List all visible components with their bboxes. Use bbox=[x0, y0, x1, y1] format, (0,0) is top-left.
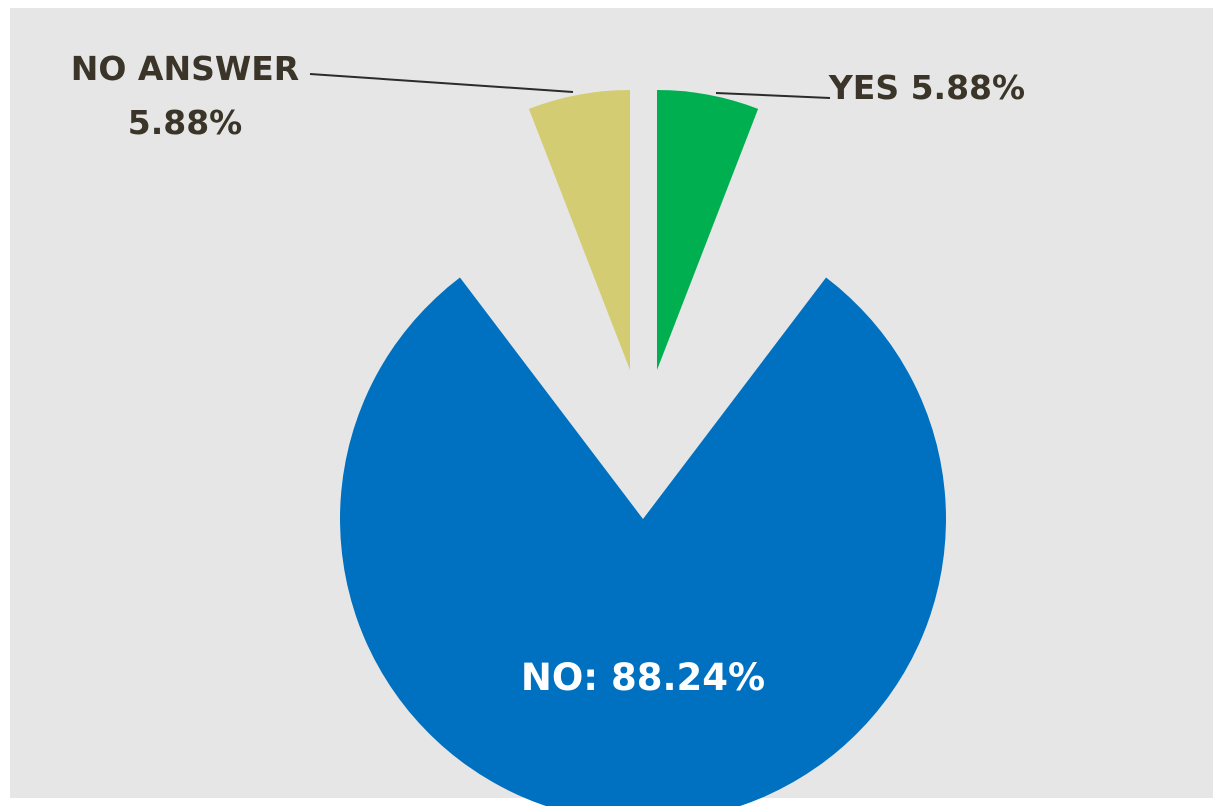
leader-line-no-answer bbox=[309, 73, 574, 93]
pie-slice-no bbox=[340, 277, 946, 806]
leader-line-yes bbox=[715, 92, 831, 99]
label-no-answer-line1: NO ANSWER bbox=[71, 49, 299, 88]
label-no-answer-line2: 5.88% bbox=[128, 103, 243, 142]
pie-slice-no-answer bbox=[528, 90, 630, 370]
label-no: NO: 88.24% bbox=[521, 656, 765, 699]
pie-slice-yes bbox=[657, 90, 759, 370]
label-yes: YES 5.88% bbox=[828, 68, 1025, 107]
